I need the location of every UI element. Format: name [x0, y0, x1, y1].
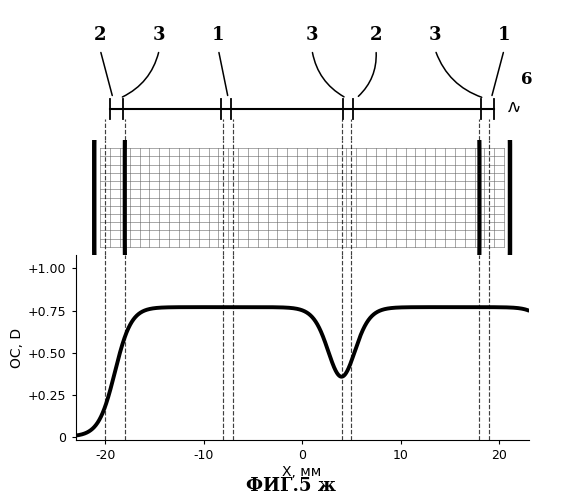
FancyArrowPatch shape	[358, 52, 376, 96]
FancyBboxPatch shape	[94, 110, 510, 285]
Text: 2: 2	[94, 26, 106, 44]
Text: 3: 3	[153, 26, 166, 44]
FancyArrowPatch shape	[436, 52, 482, 98]
FancyArrowPatch shape	[123, 52, 159, 97]
Text: 2: 2	[370, 26, 382, 44]
Text: 6: 6	[521, 71, 532, 88]
FancyArrowPatch shape	[219, 52, 228, 96]
Text: ФИГ.5 ж: ФИГ.5 ж	[246, 477, 335, 495]
Text: 1: 1	[212, 26, 225, 44]
Text: 3: 3	[306, 26, 318, 44]
FancyArrowPatch shape	[101, 52, 112, 96]
FancyArrowPatch shape	[492, 52, 503, 96]
FancyArrowPatch shape	[313, 52, 344, 97]
X-axis label: X, мм: X, мм	[282, 465, 322, 479]
Text: 1: 1	[498, 26, 510, 44]
Text: 3: 3	[429, 26, 442, 44]
Y-axis label: ОС, D: ОС, D	[10, 328, 24, 368]
